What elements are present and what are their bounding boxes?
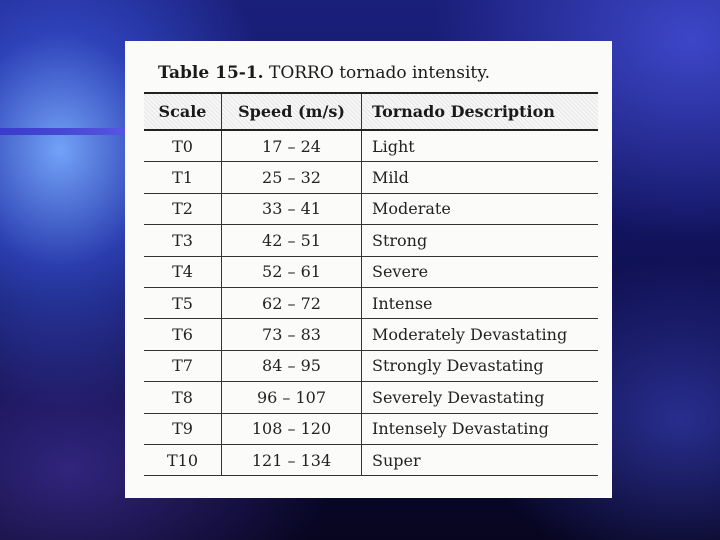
table-caption-text: TORRO tornado intensity.	[268, 63, 490, 83]
table-row: T1 25 – 32 Mild	[144, 162, 598, 194]
description-cell: Strongly Devastating	[372, 356, 544, 376]
speed-cell: 121 – 134	[222, 444, 362, 476]
speed-cell: 84 – 95	[222, 350, 362, 382]
speed-cell: 52 – 61	[222, 256, 362, 287]
speed-cell: 62 – 72	[222, 287, 362, 319]
scale-cell: T0	[144, 131, 222, 162]
scale-cell: T1	[144, 162, 222, 193]
table-row: T7 84 – 95 Strongly Devastating	[144, 350, 598, 383]
description-cell: Super	[372, 450, 421, 470]
background-stripe	[0, 128, 125, 135]
scale-cell: T10	[144, 444, 222, 476]
header-scale: Scale	[144, 94, 222, 129]
table-caption: Table 15-1. TORRO tornado intensity.	[158, 63, 490, 83]
header-speed: Speed (m/s)	[222, 94, 362, 129]
scale-cell: T5	[144, 287, 222, 319]
table-body: T0 17 – 24 Light T1 25 – 32 Mild T2 33 – 41 Mode…	[144, 131, 598, 477]
speed-cell: 73 – 83	[222, 319, 362, 350]
description-cell: Moderately Devastating	[372, 325, 568, 345]
scale-cell: T8	[144, 382, 222, 413]
table-row: T2 33 – 41 Moderate	[144, 193, 598, 226]
description-cell: Severely Devastating	[372, 387, 545, 407]
description-cell: Light	[372, 136, 415, 156]
description-cell: Strong	[372, 230, 428, 250]
speed-cell: 108 – 120	[222, 413, 362, 444]
description-cell: Severe	[372, 262, 429, 282]
speed-cell: 33 – 41	[222, 193, 362, 225]
description-cell: Mild	[372, 168, 409, 188]
speed-cell: 96 – 107	[222, 382, 362, 413]
table-row: T10 121 – 134 Super	[144, 444, 598, 477]
table-row: T3 42 – 51 Strong	[144, 225, 598, 257]
table-row: T4 52 – 61 Severe	[144, 256, 598, 288]
description-cell: Intensely Devastating	[372, 419, 549, 439]
speed-cell: 17 – 24	[222, 131, 362, 162]
tornado-intensity-table: Scale Speed (m/s) Tornado Description T0…	[144, 92, 598, 477]
scale-cell: T7	[144, 350, 222, 382]
table-row: T9 108 – 120 Intensely Devastating	[144, 413, 598, 445]
speed-cell: 42 – 51	[222, 225, 362, 256]
scale-cell: T2	[144, 193, 222, 225]
description-cell: Intense	[372, 293, 433, 313]
speed-cell: 25 – 32	[222, 162, 362, 193]
scale-cell: T4	[144, 256, 222, 287]
table-row: T5 62 – 72 Intense	[144, 287, 598, 320]
table-image: Table 15-1. TORRO tornado intensity. Sca…	[125, 41, 612, 498]
table-row: T8 96 – 107 Severely Devastating	[144, 382, 598, 414]
scale-cell: T6	[144, 319, 222, 350]
table-caption-number: Table 15-1.	[158, 63, 264, 83]
table-header-row: Scale Speed (m/s) Tornado Description	[144, 94, 598, 131]
scale-cell: T3	[144, 225, 222, 256]
header-description: Tornado Description	[372, 102, 555, 121]
description-cell: Moderate	[372, 199, 451, 219]
table-row: T0 17 – 24 Light	[144, 131, 598, 163]
scale-cell: T9	[144, 413, 222, 444]
table-row: T6 73 – 83 Moderately Devastating	[144, 319, 598, 351]
